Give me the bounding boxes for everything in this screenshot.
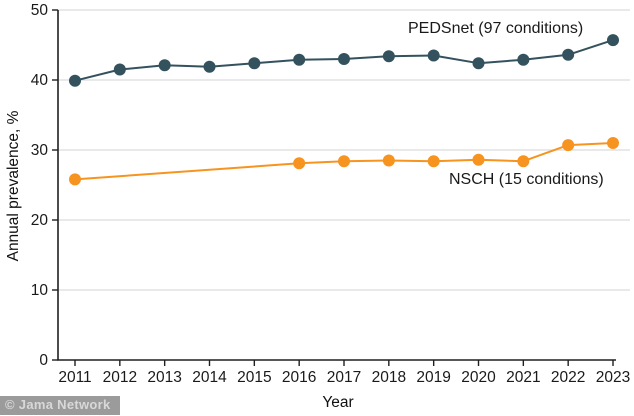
pedsnet-point: [158, 59, 171, 72]
pedsnet-point: [293, 53, 306, 66]
pedsnet-point: [562, 48, 575, 61]
y-axis-title: Annual prevalence, %: [5, 110, 22, 262]
y-tick-label: 0: [39, 352, 48, 369]
x-tick-label: 2018: [372, 369, 406, 386]
nsch-point: [382, 154, 395, 167]
nsch-point: [472, 153, 485, 166]
pedsnet-point: [69, 74, 81, 87]
pedsnet-point: [607, 34, 619, 47]
pedsnet-point: [248, 57, 261, 70]
y-tick-label: 50: [31, 2, 49, 19]
x-tick-label: 2019: [416, 369, 450, 386]
x-tick-label: 2020: [461, 369, 496, 386]
watermark: © Jama Network: [0, 396, 120, 415]
pedsnet-point: [427, 49, 440, 62]
y-tick-label: 30: [31, 142, 49, 159]
pedsnet-point: [203, 60, 216, 73]
y-tick-label: 20: [31, 212, 49, 229]
x-tick-label: 2021: [506, 369, 540, 386]
x-tick-label: 2015: [237, 369, 271, 386]
nsch-point: [69, 173, 81, 186]
nsch-point: [338, 155, 350, 168]
x-tick-label: 2022: [551, 369, 585, 386]
x-tick-label: 2023: [596, 369, 630, 386]
pedsnet-point: [472, 57, 485, 70]
x-tick-label: 2014: [192, 369, 227, 386]
x-tick-label: 2011: [58, 369, 91, 386]
y-tick-label: 10: [31, 282, 49, 299]
x-tick-label: 2017: [327, 369, 361, 386]
y-tick-label: 40: [31, 72, 49, 89]
nsch-point: [293, 157, 306, 170]
pedsnet-point: [382, 50, 395, 63]
x-tick-label: 2016: [282, 369, 316, 386]
x-tick-label: 2013: [147, 369, 181, 386]
x-axis-title: Year: [322, 394, 354, 411]
pedsnet-point: [338, 53, 350, 65]
nsch-point: [427, 155, 440, 168]
pedsnet-series-label: PEDSnet (97 conditions): [408, 20, 584, 37]
pedsnet-point: [517, 53, 530, 66]
nsch-series-label: NSCH (15 conditions): [449, 171, 604, 188]
nsch-point: [607, 137, 619, 149]
nsch-point: [562, 139, 575, 152]
pedsnet-point: [113, 63, 126, 76]
x-tick-label: 2012: [103, 369, 137, 386]
nsch-point: [517, 155, 530, 168]
